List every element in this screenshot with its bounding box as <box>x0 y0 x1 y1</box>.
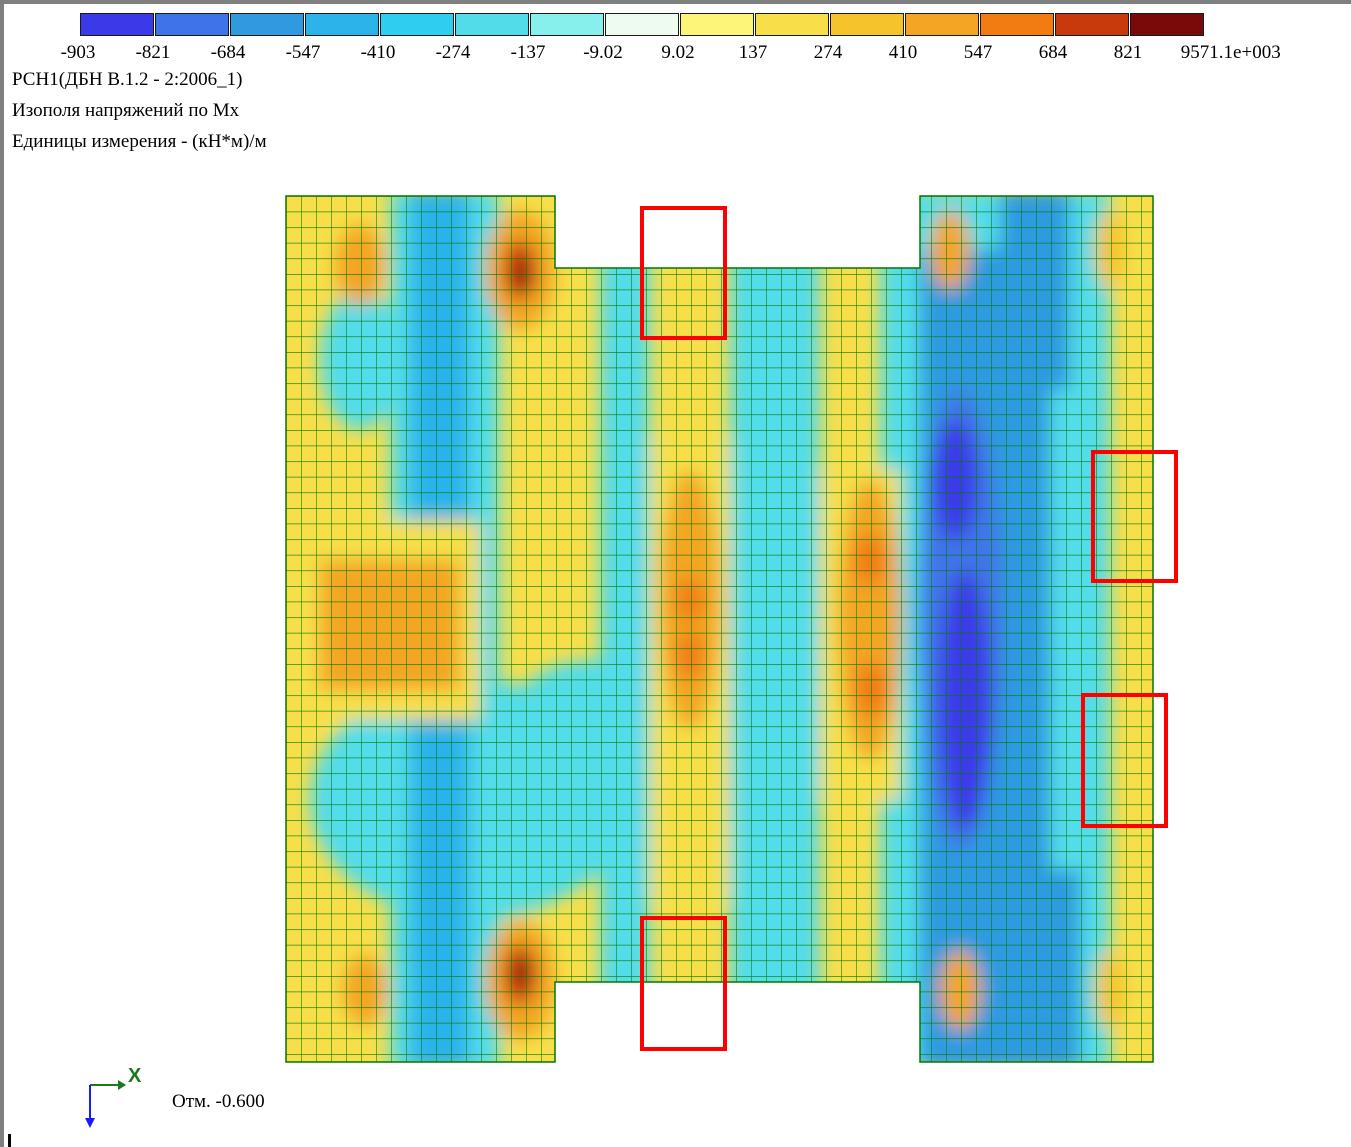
color-scale-tick-labels: -903 -821 -684 -547 -410 -274 -137 -9.02 9.02 137… <box>0 42 1351 66</box>
legend-swatch <box>755 13 829 36</box>
legend-swatch <box>305 13 379 36</box>
legend-tick-label: -547 <box>285 42 321 63</box>
legend-tick-label: 957 <box>1180 42 1210 63</box>
legend-swatch <box>680 13 754 36</box>
highlight-box-top <box>640 206 727 340</box>
legend-swatch <box>455 13 529 36</box>
plot-title: Изополя напряжений по Mx <box>12 100 240 121</box>
legend-tick-label: 1.1e+003 <box>1209 42 1281 63</box>
legend-tick-label: -9.02 <box>583 42 623 63</box>
legend-tick-label: -410 <box>360 42 396 63</box>
legend-tick-label: -274 <box>435 42 471 63</box>
legend-swatch <box>80 13 154 36</box>
x-axis-label: X <box>128 1065 142 1087</box>
legend-swatch <box>1055 13 1129 36</box>
legend-tick-label: 274 <box>813 42 843 63</box>
legend-tick-label: 547 <box>963 42 993 63</box>
color-scale-legend <box>80 13 1204 36</box>
slab-outline <box>285 195 1154 1063</box>
legend-swatch <box>605 13 679 36</box>
legend-swatch <box>380 13 454 36</box>
highlight-box-right-upper <box>1091 450 1178 583</box>
legend-swatch <box>905 13 979 36</box>
highlight-box-right-lower <box>1081 693 1168 828</box>
load-case-label: РСН1(ДБН В.1.2 - 2:2006_1) <box>12 69 243 90</box>
legend-swatch <box>230 13 304 36</box>
slab-plate <box>286 196 1153 1062</box>
legend-tick-label: -903 <box>60 42 96 63</box>
elevation-label: Отм. -0.600 <box>172 1091 265 1112</box>
highlight-box-bottom <box>640 916 727 1051</box>
window-left-border <box>0 0 4 1147</box>
window-top-border <box>0 0 1351 4</box>
legend-tick-label: 137 <box>738 42 768 63</box>
units-label: Единицы измерения - (кН*м)/м <box>12 131 267 152</box>
legend-tick-label: 684 <box>1038 42 1068 63</box>
legend-tick-label: 821 <box>1113 42 1143 63</box>
legend-swatch <box>155 13 229 36</box>
legend-tick-label: 410 <box>888 42 918 63</box>
coordinate-axis-icon: X <box>85 1065 142 1128</box>
legend-swatch <box>530 13 604 36</box>
legend-tick-label: 9.02 <box>661 42 695 63</box>
legend-tick-label: -137 <box>510 42 546 63</box>
legend-swatch <box>980 13 1054 36</box>
legend-swatch <box>1130 13 1204 36</box>
legend-tick-label: -821 <box>135 42 171 63</box>
legend-swatch <box>830 13 904 36</box>
fe-mesh-grid <box>286 196 1153 1062</box>
border-tick <box>8 1134 11 1147</box>
legend-tick-label: -684 <box>210 42 246 63</box>
